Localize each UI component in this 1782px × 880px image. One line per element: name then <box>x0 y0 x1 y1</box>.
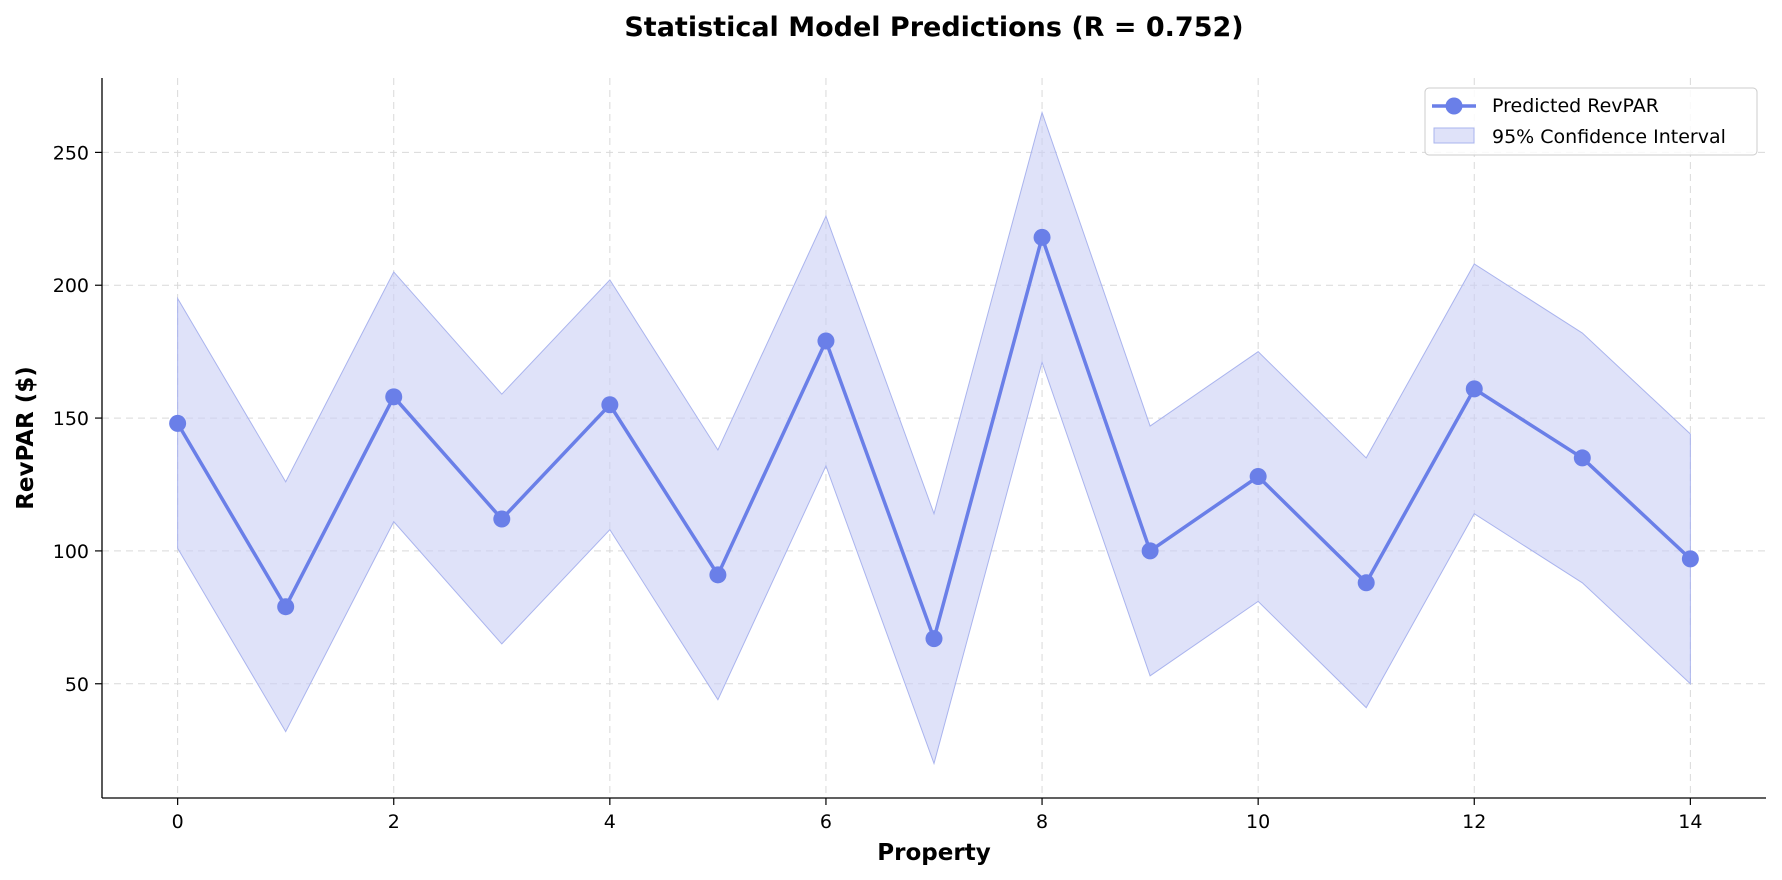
x-axis-title: Property <box>877 840 990 866</box>
y-tick-label-50: 50 <box>65 674 89 696</box>
data-point-13 <box>1573 449 1591 467</box>
data-point-6 <box>817 332 835 350</box>
data-point-5 <box>709 566 727 584</box>
x-tick-label-10: 10 <box>1246 811 1270 833</box>
x-tick-label-2: 2 <box>388 811 400 833</box>
data-point-14 <box>1681 550 1699 568</box>
data-point-12 <box>1465 380 1483 398</box>
data-point-0 <box>169 414 187 432</box>
data-point-1 <box>277 598 295 616</box>
confidence-band <box>177 110 1691 766</box>
x-tick-label-6: 6 <box>820 811 832 833</box>
legend-marker-swatch <box>1445 97 1463 115</box>
chart-title: Statistical Model Predictions (R = 0.752… <box>624 12 1243 43</box>
axes <box>101 78 1766 799</box>
ticks: 0 2 4 6 8 10 12 14 50 100 150 200 250 <box>53 142 1703 833</box>
x-tick-label-0: 0 <box>172 811 184 833</box>
y-tick-label-200: 200 <box>53 275 89 297</box>
data-point-9 <box>1141 542 1159 560</box>
x-tick-label-14: 14 <box>1678 811 1702 833</box>
data-point-8 <box>1033 228 1051 246</box>
data-point-2 <box>385 388 403 406</box>
x-tick-label-12: 12 <box>1462 811 1486 833</box>
x-tick-label-8: 8 <box>1036 811 1048 833</box>
y-axis-title: RevPAR ($) <box>13 366 39 510</box>
x-tick-label-4: 4 <box>604 811 616 833</box>
data-point-11 <box>1357 574 1375 592</box>
data-point-10 <box>1249 468 1267 486</box>
data-point-7 <box>925 630 943 648</box>
data-point-3 <box>493 510 511 528</box>
legend-frame <box>1424 87 1758 156</box>
legend-band-swatch <box>1433 127 1475 144</box>
legend-label-ci: 95% Confidence Interval <box>1492 126 1726 148</box>
y-tick-label-150: 150 <box>53 408 89 430</box>
legend: Predicted RevPAR 95% Confidence Interval <box>1424 87 1758 156</box>
series-predicted-revpar <box>169 228 1699 648</box>
legend-label-predicted: Predicted RevPAR <box>1492 95 1659 117</box>
y-tick-label-250: 250 <box>53 142 89 164</box>
confidence-band-area <box>177 110 1691 766</box>
y-tick-label-100: 100 <box>53 541 89 563</box>
data-point-4 <box>601 396 619 414</box>
